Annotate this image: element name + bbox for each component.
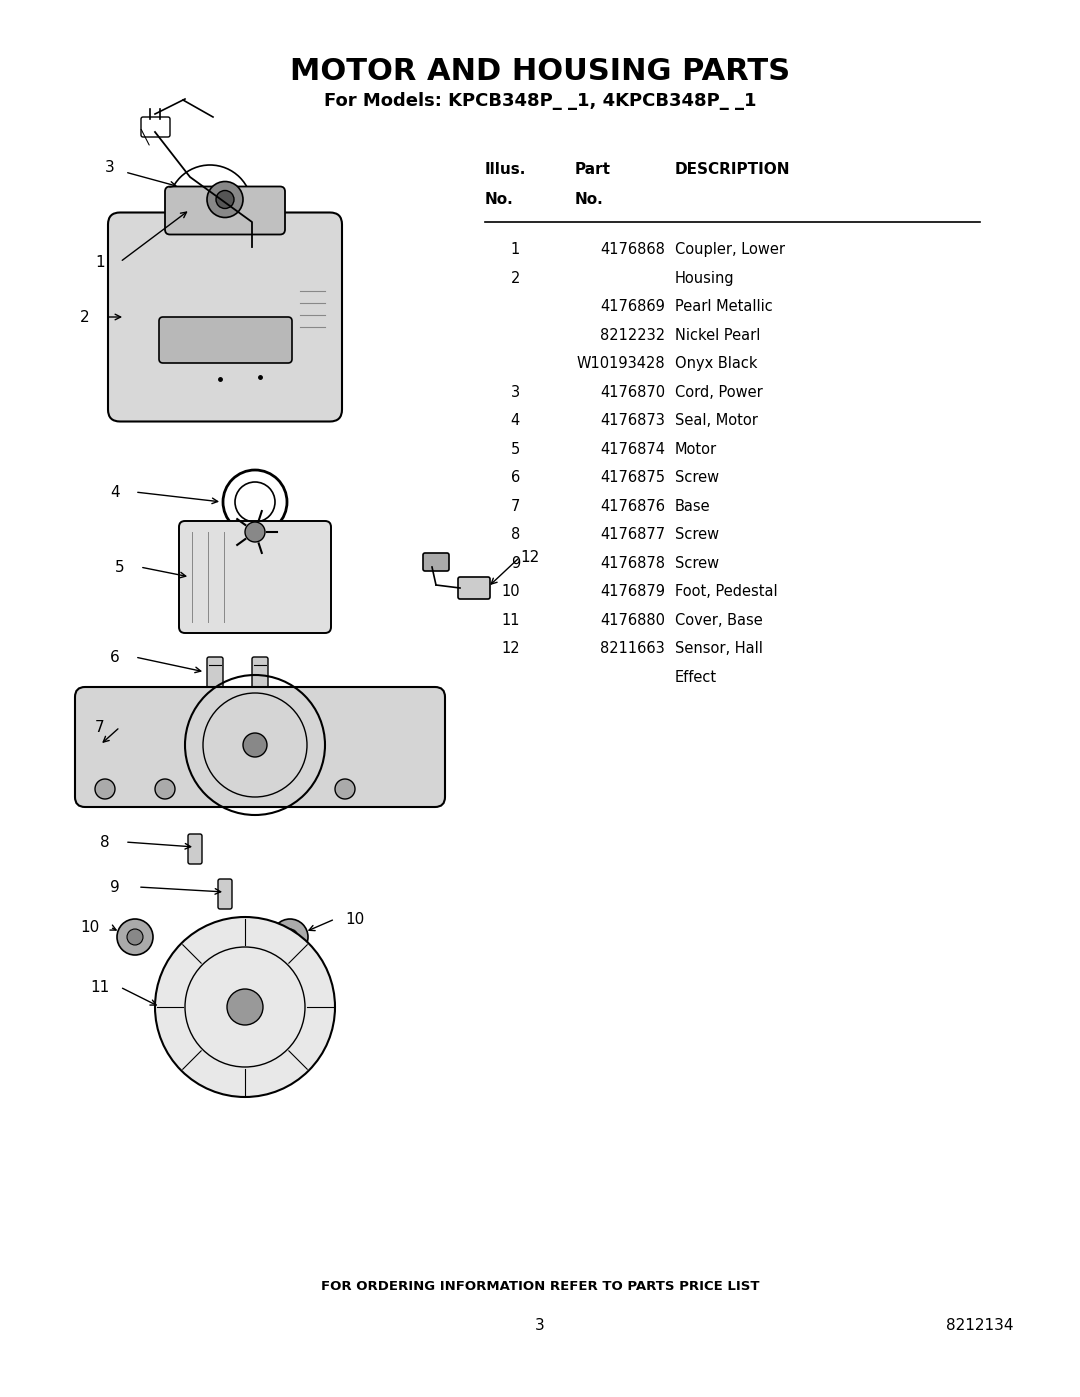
Text: 8212134: 8212134 [946,1317,1014,1333]
Text: MOTOR AND HOUSING PARTS: MOTOR AND HOUSING PARTS [289,57,791,87]
FancyBboxPatch shape [423,553,449,571]
Text: 6: 6 [511,469,519,485]
FancyBboxPatch shape [188,834,202,863]
Text: Cover, Base: Cover, Base [675,612,762,627]
Text: 4176877: 4176877 [599,527,665,542]
Text: 4: 4 [511,414,519,427]
Circle shape [156,916,335,1097]
Text: Pearl Metallic: Pearl Metallic [675,299,773,314]
Circle shape [227,989,264,1025]
Text: Motor: Motor [675,441,717,457]
Text: 1: 1 [511,242,519,257]
Circle shape [207,182,243,218]
Text: 4176880: 4176880 [600,612,665,627]
Circle shape [245,522,265,542]
FancyBboxPatch shape [159,317,292,363]
Text: 4176873: 4176873 [600,414,665,427]
Text: 4176876: 4176876 [600,499,665,514]
Text: Housing: Housing [675,271,734,285]
Text: Nickel Pearl: Nickel Pearl [675,327,760,342]
Text: No.: No. [575,191,604,207]
Text: 10: 10 [501,584,519,599]
Text: 11: 11 [501,612,519,627]
Text: 4176875: 4176875 [600,469,665,485]
FancyBboxPatch shape [179,521,330,633]
Text: 7: 7 [511,499,519,514]
Circle shape [272,919,308,956]
Text: 12: 12 [521,549,540,564]
Text: 2: 2 [80,310,90,324]
FancyBboxPatch shape [75,687,445,807]
Text: Screw: Screw [675,527,719,542]
Text: 4: 4 [110,485,120,500]
FancyBboxPatch shape [165,187,285,235]
Text: Screw: Screw [675,556,719,570]
Text: 6: 6 [110,650,120,665]
FancyBboxPatch shape [458,577,490,599]
Text: No.: No. [485,191,514,207]
Text: 4176874: 4176874 [600,441,665,457]
FancyBboxPatch shape [207,657,222,689]
Text: 8211663: 8211663 [600,641,665,657]
Text: 4176868: 4176868 [600,242,665,257]
Circle shape [335,780,355,799]
Text: 3: 3 [535,1317,545,1333]
Text: 3: 3 [105,159,114,175]
Text: 10: 10 [346,911,365,926]
Text: Onyx Black: Onyx Black [675,356,757,372]
Circle shape [243,733,267,757]
Circle shape [216,190,234,208]
Circle shape [156,780,175,799]
Text: 1: 1 [95,254,105,270]
Text: 4176869: 4176869 [600,299,665,314]
Text: Foot, Pedestal: Foot, Pedestal [675,584,778,599]
Text: Screw: Screw [675,469,719,485]
Text: 5: 5 [511,441,519,457]
Text: 2: 2 [511,271,519,285]
Text: 3: 3 [511,384,519,400]
Text: Effect: Effect [675,669,717,685]
Text: 8212232: 8212232 [599,327,665,342]
Circle shape [117,919,153,956]
Text: 4176878: 4176878 [600,556,665,570]
Text: Coupler, Lower: Coupler, Lower [675,242,785,257]
Text: 9: 9 [511,556,519,570]
Text: Illus.: Illus. [485,162,526,177]
Text: Part: Part [575,162,611,177]
Text: W10193428: W10193428 [577,356,665,372]
FancyBboxPatch shape [252,657,268,689]
Text: FOR ORDERING INFORMATION REFER TO PARTS PRICE LIST: FOR ORDERING INFORMATION REFER TO PARTS … [321,1281,759,1294]
Text: DESCRIPTION: DESCRIPTION [675,162,791,177]
Text: 9: 9 [110,880,120,894]
Text: 10: 10 [80,919,99,935]
Circle shape [127,929,143,944]
Text: 11: 11 [91,979,110,995]
Text: 8: 8 [100,834,110,849]
Text: 12: 12 [501,641,519,657]
Circle shape [95,780,114,799]
Text: For Models: KPCB348P_ _1, 4KPCB348P_ _1: For Models: KPCB348P_ _1, 4KPCB348P_ _1 [324,92,756,110]
Text: 7: 7 [95,719,105,735]
Text: Cord, Power: Cord, Power [675,384,762,400]
FancyBboxPatch shape [141,117,170,137]
Text: 4176879: 4176879 [600,584,665,599]
FancyBboxPatch shape [108,212,342,422]
Text: Seal, Motor: Seal, Motor [675,414,758,427]
Text: 4176870: 4176870 [599,384,665,400]
Text: Base: Base [675,499,711,514]
FancyBboxPatch shape [218,879,232,909]
Text: Sensor, Hall: Sensor, Hall [675,641,762,657]
Text: 8: 8 [511,527,519,542]
Text: ╲: ╲ [140,129,149,145]
Text: 5: 5 [116,560,125,574]
Circle shape [282,929,298,944]
